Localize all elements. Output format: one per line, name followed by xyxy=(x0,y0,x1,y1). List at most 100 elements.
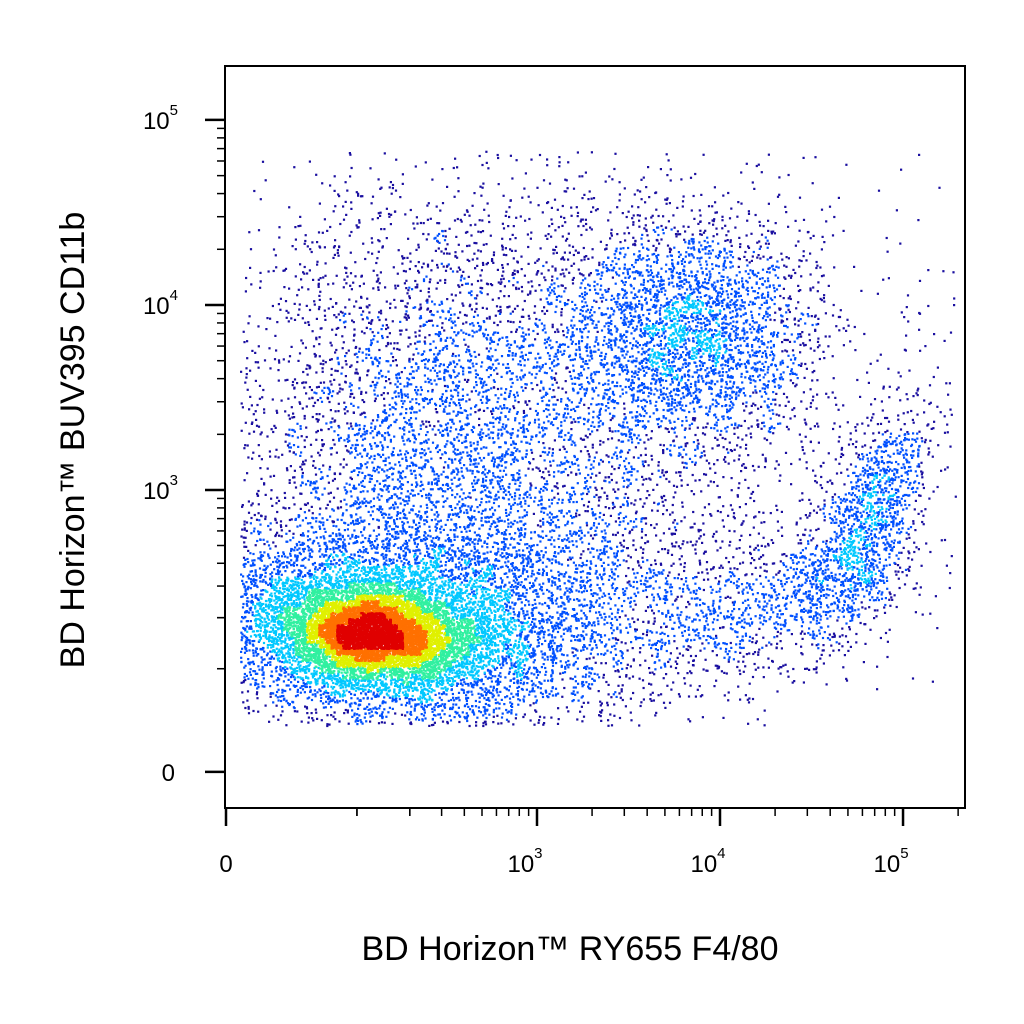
event-dot xyxy=(524,364,526,366)
event-dot xyxy=(240,661,242,663)
event-dot xyxy=(487,262,489,264)
event-dot xyxy=(641,528,643,530)
event-dot xyxy=(614,691,616,693)
event-dot xyxy=(353,321,355,323)
event-dot xyxy=(304,511,306,513)
event-dot xyxy=(667,552,669,554)
event-dot xyxy=(311,251,313,253)
event-dot xyxy=(611,178,613,180)
event-dot xyxy=(805,259,807,261)
event-dot xyxy=(286,317,288,319)
event-dot xyxy=(774,399,776,401)
event-dot xyxy=(846,468,848,470)
event-dot xyxy=(508,395,510,397)
event-dot xyxy=(790,554,792,556)
event-dot xyxy=(743,552,745,554)
event-dot xyxy=(295,248,297,250)
event-dot xyxy=(570,471,572,473)
event-dot xyxy=(390,214,392,216)
event-dot xyxy=(334,370,336,372)
event-dot xyxy=(261,396,263,398)
event-dot xyxy=(516,159,518,161)
event-dot xyxy=(343,321,345,323)
event-dot xyxy=(509,248,511,250)
event-dot xyxy=(550,236,552,238)
event-dot xyxy=(712,650,714,652)
event-dot xyxy=(637,457,639,459)
event-dot xyxy=(381,721,383,723)
event-dot xyxy=(641,518,643,520)
event-dot xyxy=(467,346,469,348)
event-dot xyxy=(542,211,544,213)
event-dot xyxy=(590,477,592,479)
event-dot xyxy=(587,548,589,550)
event-dot xyxy=(319,528,321,530)
event-dot xyxy=(466,349,468,351)
event-dot xyxy=(586,560,588,562)
event-dot xyxy=(804,322,806,324)
event-dot xyxy=(586,493,588,495)
event-dot xyxy=(395,190,397,192)
event-dot xyxy=(745,586,747,588)
event-dot xyxy=(313,345,315,347)
event-dot xyxy=(750,553,752,555)
event-dot xyxy=(768,642,770,644)
event-dot xyxy=(297,314,299,316)
event-dot xyxy=(616,482,618,484)
event-dot xyxy=(263,412,265,414)
event-dot xyxy=(276,532,278,534)
event-dot xyxy=(642,644,644,646)
event-dot xyxy=(259,524,261,526)
event-dot xyxy=(548,225,550,227)
event-dot xyxy=(401,371,403,373)
event-dot xyxy=(797,301,799,303)
event-dot xyxy=(752,181,754,183)
event-dot xyxy=(591,430,593,432)
event-dot xyxy=(522,332,524,334)
event-dot xyxy=(783,288,785,290)
event-dot xyxy=(694,464,696,466)
event-dot xyxy=(476,294,478,296)
event-dot xyxy=(245,290,247,292)
event-dot xyxy=(651,458,653,460)
event-dot xyxy=(800,318,802,320)
event-dot xyxy=(338,362,340,364)
event-dot xyxy=(519,360,521,362)
event-dot xyxy=(500,722,502,724)
event-dot xyxy=(386,208,388,210)
event-dot xyxy=(301,435,303,437)
event-dot xyxy=(604,248,606,250)
event-dot xyxy=(295,486,297,488)
event-dot xyxy=(544,313,546,315)
event-dot xyxy=(799,197,801,199)
event-dot xyxy=(350,425,352,427)
event-dot xyxy=(687,226,689,228)
event-dot xyxy=(542,471,544,473)
event-dot xyxy=(566,303,568,305)
event-dot xyxy=(589,456,591,458)
event-dot xyxy=(542,490,544,492)
event-dot xyxy=(536,699,538,701)
event-dot xyxy=(293,387,295,389)
event-dot xyxy=(627,505,629,507)
event-dot xyxy=(475,242,477,244)
event-dot xyxy=(683,583,685,585)
event-dot xyxy=(633,253,635,255)
event-dot xyxy=(665,427,667,429)
event-dot xyxy=(290,317,292,319)
event-dot xyxy=(727,699,729,701)
event-dot xyxy=(309,248,311,250)
event-dot xyxy=(738,266,740,268)
event-dot xyxy=(328,307,330,309)
event-dot xyxy=(507,367,509,369)
event-dot xyxy=(243,537,245,539)
event-dot xyxy=(776,369,778,371)
event-dot xyxy=(642,679,644,681)
event-dot xyxy=(646,497,648,499)
event-dot xyxy=(354,261,356,263)
event-dot xyxy=(502,246,504,248)
event-dot xyxy=(345,375,347,377)
event-dot xyxy=(748,701,750,703)
event-dot xyxy=(791,372,793,374)
event-dot xyxy=(433,340,435,342)
